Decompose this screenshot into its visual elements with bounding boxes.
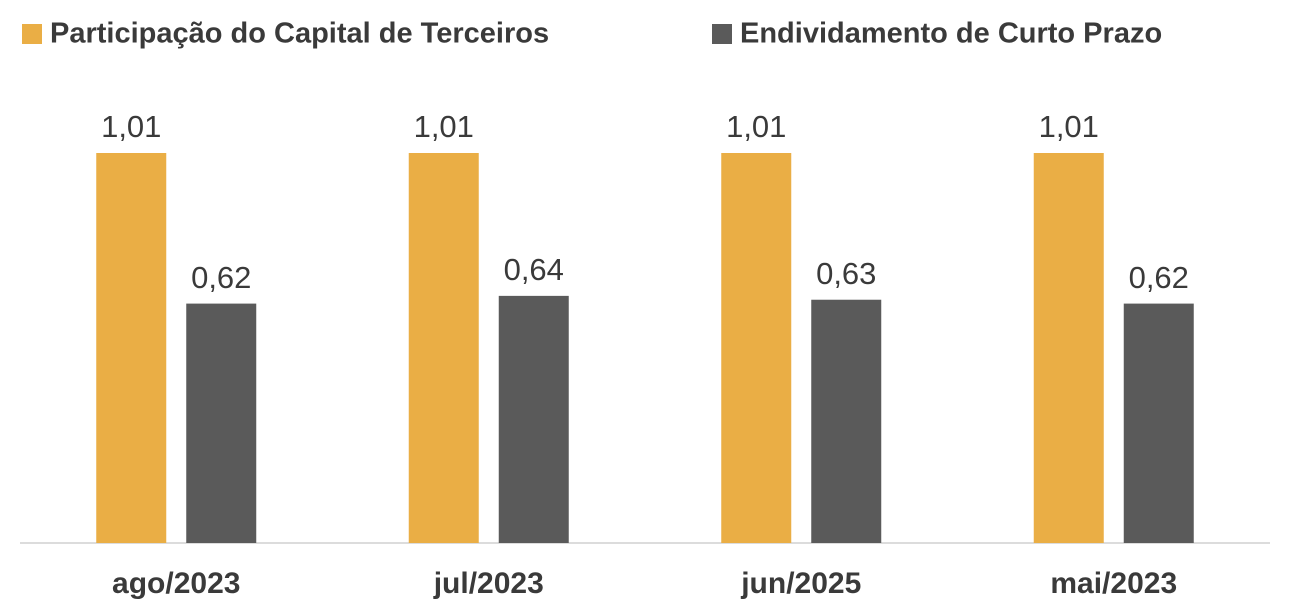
bar xyxy=(811,299,882,543)
data-label: 0,64 xyxy=(504,252,564,287)
bar xyxy=(96,153,167,543)
data-label: 1,01 xyxy=(101,109,161,144)
bar xyxy=(1033,153,1104,543)
bar xyxy=(408,153,479,543)
x-tick-label: mai/2023 xyxy=(1050,567,1177,600)
x-tick-label: ago/2023 xyxy=(112,567,240,600)
data-label: 0,62 xyxy=(191,260,251,295)
x-tick-label: jul/2023 xyxy=(433,567,544,600)
bar xyxy=(186,303,257,543)
bar xyxy=(721,153,792,543)
legend-label: Participação do Capital de Terceiros xyxy=(50,18,549,50)
legend-swatch xyxy=(712,24,732,44)
legend-label: Endividamento de Curto Prazo xyxy=(740,18,1162,50)
data-label: 1,01 xyxy=(1039,109,1099,144)
data-label: 1,01 xyxy=(726,109,786,144)
bar xyxy=(498,295,569,543)
legend-swatch xyxy=(22,24,42,44)
x-tick-label: jun/2025 xyxy=(740,567,861,600)
data-label: 0,63 xyxy=(816,256,876,291)
bar xyxy=(1123,303,1194,543)
data-label: 1,01 xyxy=(414,109,474,144)
data-label: 0,62 xyxy=(1129,260,1189,295)
